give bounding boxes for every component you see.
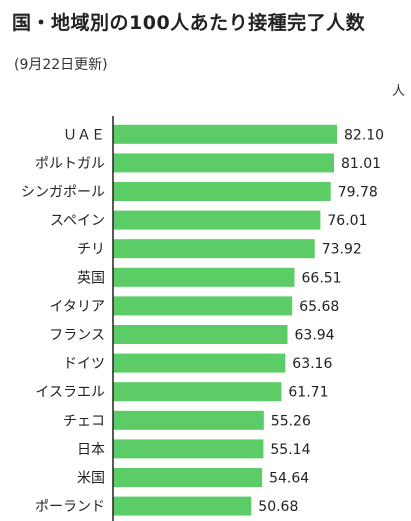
chart-subtitle: (9月22日更新) [14, 57, 108, 73]
value-label: 66.51 [302, 270, 342, 286]
bar [113, 210, 321, 230]
category-label: 英国 [77, 269, 105, 286]
category-label: チェコ [63, 413, 105, 429]
bar [113, 496, 252, 516]
value-label: 76.01 [327, 213, 367, 229]
category-label: 米国 [77, 471, 105, 487]
category-label: チリ [77, 242, 105, 258]
bar [113, 468, 263, 487]
bar [113, 239, 315, 259]
category-label: スペイン [50, 213, 105, 229]
value-label: 50.68 [258, 499, 298, 515]
value-label: 63.16 [292, 356, 332, 372]
bar [113, 325, 288, 344]
value-label: 73.92 [322, 242, 362, 258]
value-label: 81.01 [341, 156, 381, 172]
category-label: ＵＡＥ [63, 127, 105, 143]
bar [113, 353, 286, 373]
category-label: ポーランド [35, 499, 105, 515]
category-label: フランス [49, 328, 105, 344]
category-label: イスラエル [35, 385, 105, 401]
value-label: 65.68 [299, 299, 339, 315]
bar [113, 382, 282, 402]
value-label: 79.78 [338, 185, 378, 201]
category-label: ポルトガル [35, 156, 105, 172]
value-label: 82.10 [344, 127, 384, 143]
bar [113, 410, 264, 430]
bar [113, 267, 295, 287]
category-label: 日本 [77, 442, 105, 458]
value-label: 55.26 [271, 413, 311, 429]
bar [113, 124, 337, 144]
unit-label: 人 [391, 84, 405, 99]
value-label: 61.71 [288, 385, 328, 401]
bar [113, 153, 334, 173]
category-label: ドイツ [63, 356, 105, 372]
category-label: シンガポール [21, 185, 105, 201]
value-label: 55.14 [270, 442, 310, 458]
value-label: 63.94 [295, 328, 335, 344]
category-label: イタリア [50, 299, 105, 315]
bar [113, 296, 293, 316]
chart-title: 国・地域別の100人あたり接種完了人数 [12, 12, 366, 34]
bar [113, 439, 264, 459]
value-label: 54.64 [269, 471, 309, 487]
bar [113, 182, 331, 201]
